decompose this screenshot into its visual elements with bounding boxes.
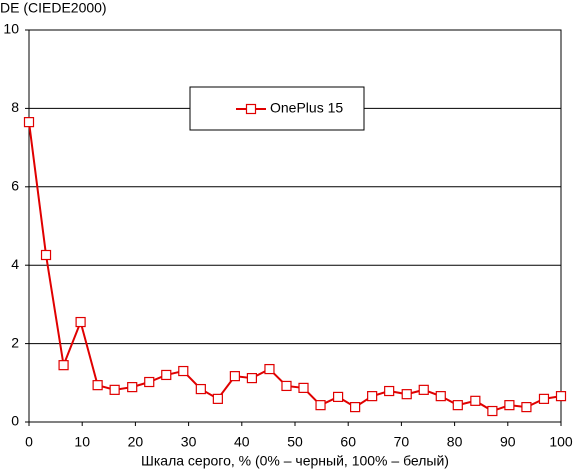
data-point: [298, 382, 309, 393]
data-point: [229, 371, 240, 382]
data-point: [264, 363, 275, 375]
data-point: [487, 405, 498, 417]
data-point: [504, 400, 515, 411]
x-tick-label: 0: [25, 434, 33, 450]
data-point: [92, 380, 103, 391]
legend-box: [189, 86, 365, 131]
data-point: [452, 400, 463, 411]
data-point: [555, 391, 567, 402]
x-tick-label: 50: [287, 434, 303, 450]
y-tick-label: 0: [11, 413, 19, 429]
data-point: [195, 383, 206, 395]
data-point: [350, 402, 361, 413]
y-tick-label: 2: [11, 334, 19, 350]
legend-label: OnePlus 15: [270, 100, 343, 116]
data-point: [401, 389, 412, 400]
data-point: [109, 384, 120, 395]
data-point: [144, 376, 155, 388]
legend-marker: [245, 103, 257, 115]
y-tick-label: 10: [3, 21, 19, 37]
x-tick-label: 40: [234, 434, 250, 450]
data-point: [178, 365, 189, 377]
data-point: [470, 395, 481, 406]
x-tick-label: 70: [394, 434, 410, 450]
x-tick-label: 30: [181, 434, 197, 450]
data-point: [246, 372, 258, 384]
plot-frame: [28, 29, 562, 423]
data-point: [367, 391, 378, 402]
y-tick-label: 8: [11, 99, 19, 115]
data-point: [161, 369, 172, 381]
x-tick-label: 60: [340, 434, 356, 450]
data-point: [75, 316, 86, 328]
data-point: [281, 380, 292, 392]
data-point: [521, 402, 532, 413]
data-point: [538, 393, 550, 404]
x-tick-label: 10: [74, 434, 90, 450]
data-point: [127, 382, 138, 393]
data-point: [332, 391, 344, 403]
series-line: [28, 121, 562, 413]
data-point: [58, 360, 69, 371]
y-axis-label: DE (CIEDE2000): [0, 0, 107, 16]
data-point: [435, 391, 446, 402]
x-axis-label: Шкала серого, % (0% – черный, 100% – бел…: [141, 453, 449, 469]
data-point: [384, 385, 395, 397]
data-point: [212, 393, 223, 404]
y-tick-label: 6: [11, 178, 19, 194]
x-tick-label: 80: [447, 434, 463, 450]
data-point: [23, 117, 35, 128]
x-tick-label: 20: [128, 434, 144, 450]
data-point: [418, 384, 429, 395]
y-tick-label: 4: [11, 256, 19, 272]
data-point: [315, 400, 326, 411]
x-tick-label: 100: [549, 434, 573, 450]
x-tick-label: 90: [500, 434, 516, 450]
data-point: [40, 249, 52, 261]
